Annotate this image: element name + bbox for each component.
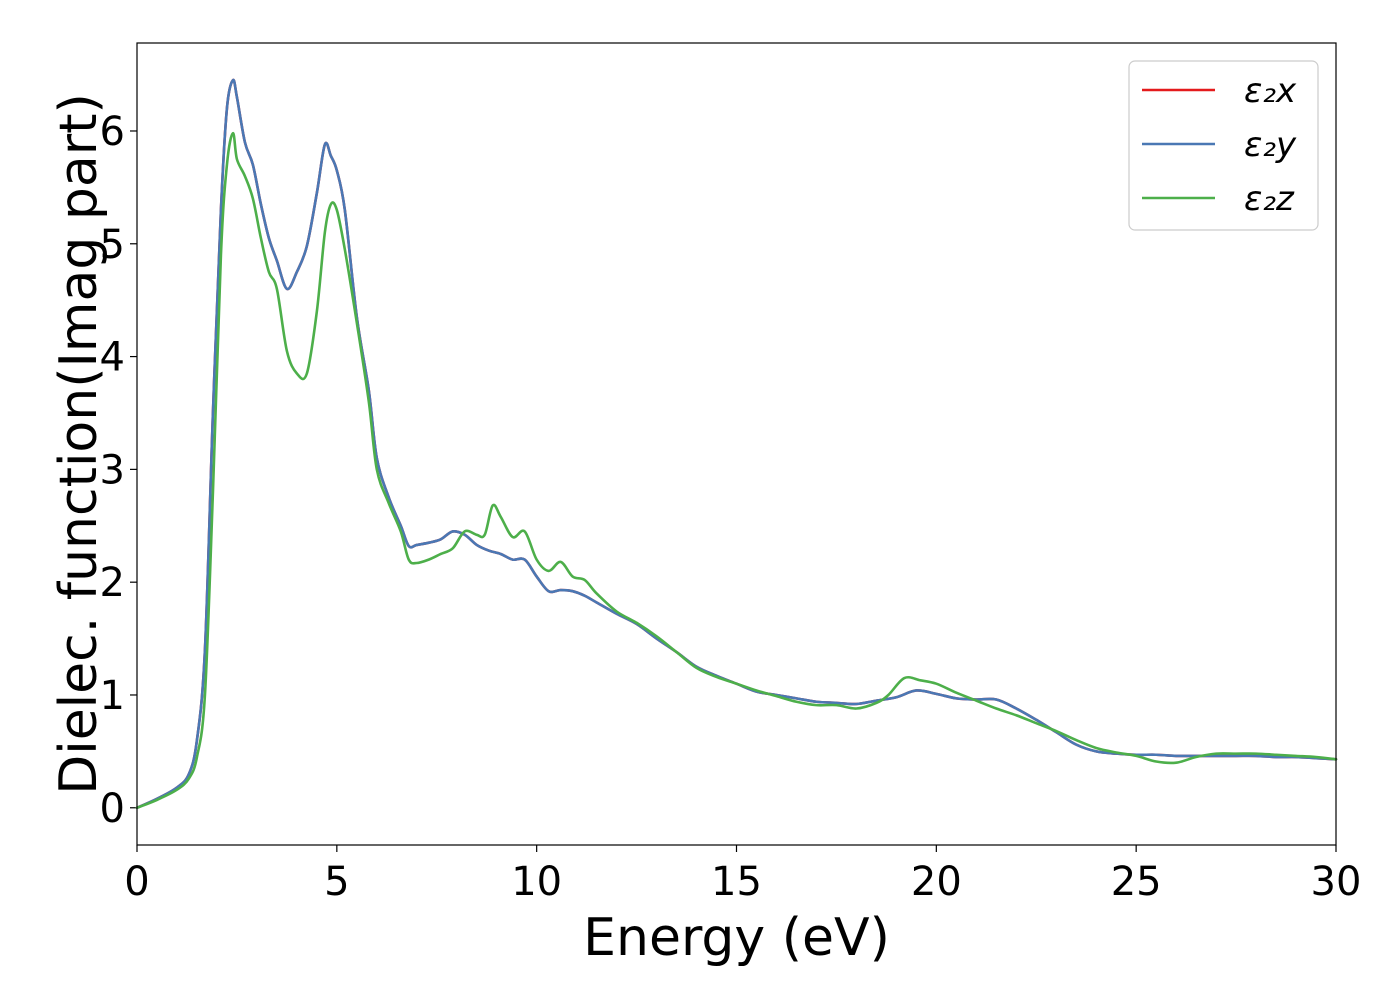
y-tick-label: 6 <box>100 109 125 155</box>
y-tick-label: 2 <box>100 560 125 606</box>
y-tick-label: 4 <box>100 335 125 381</box>
series-lines <box>135 78 1338 810</box>
x-tick-label: 15 <box>711 859 762 905</box>
y-tick-label: 1 <box>100 673 125 719</box>
x-tick-label: 10 <box>511 859 562 905</box>
x-tick-label: 30 <box>1311 859 1362 905</box>
legend-label: ε₂y <box>1244 125 1297 165</box>
y-tick-label: 5 <box>100 222 125 268</box>
legend-box <box>1128 60 1319 231</box>
plot-frame <box>136 42 1337 846</box>
x-tick-label: 25 <box>1111 859 1162 905</box>
y-axis-title: Dielec. function(Imag part) <box>49 93 109 795</box>
x-tick-label: 20 <box>911 859 962 905</box>
x-axis-ticks: 0 5 10 15 20 25 30 <box>124 845 1361 905</box>
y-tick-label: 3 <box>100 447 125 493</box>
y-axis-ticks: 0 1 2 3 4 5 6 <box>100 109 137 832</box>
x-tick-label: 5 <box>324 859 349 905</box>
legend: ε₂x ε₂y ε₂z <box>1128 60 1319 231</box>
legend-label: ε₂x <box>1244 71 1297 111</box>
x-axis-title: Energy (eV) <box>583 908 890 968</box>
series-line-3 <box>135 131 1338 810</box>
y-tick-label: 0 <box>100 786 125 832</box>
legend-label: ε₂z <box>1244 179 1295 219</box>
x-tick-label: 0 <box>124 859 149 905</box>
